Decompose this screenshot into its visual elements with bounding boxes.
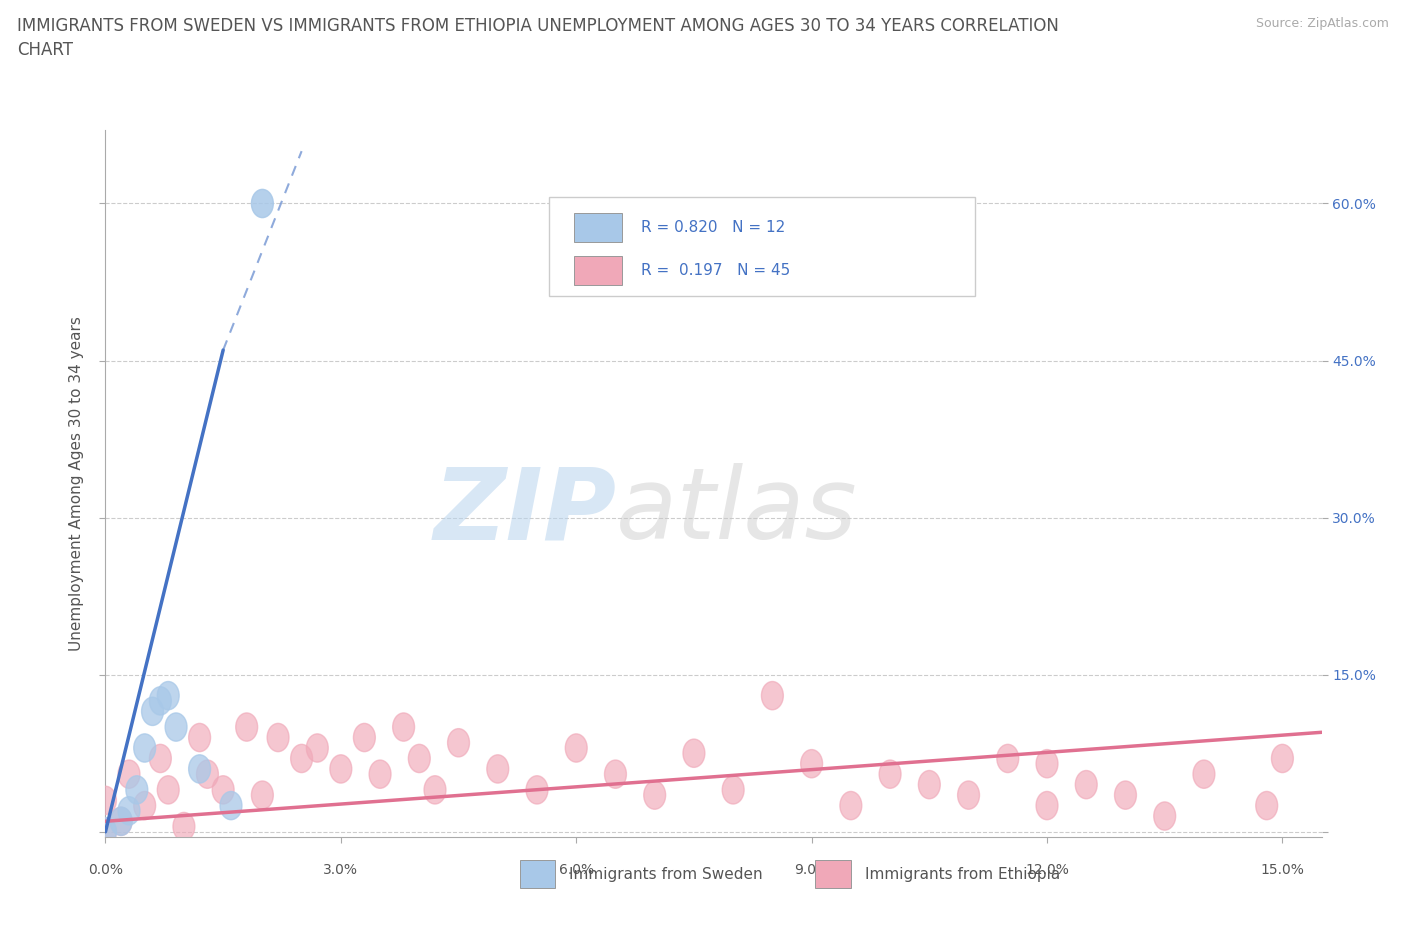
Ellipse shape: [330, 755, 352, 783]
Ellipse shape: [565, 734, 588, 762]
Text: 9.0%: 9.0%: [794, 863, 830, 877]
Text: R = 0.820   N = 12: R = 0.820 N = 12: [641, 219, 785, 235]
Text: Immigrants from Sweden: Immigrants from Sweden: [569, 867, 763, 882]
Ellipse shape: [879, 760, 901, 789]
FancyBboxPatch shape: [574, 256, 623, 286]
Ellipse shape: [526, 776, 548, 804]
Text: 3.0%: 3.0%: [323, 863, 359, 877]
Ellipse shape: [236, 713, 257, 741]
Text: 12.0%: 12.0%: [1025, 863, 1069, 877]
Ellipse shape: [1036, 791, 1057, 819]
Text: R =  0.197   N = 45: R = 0.197 N = 45: [641, 263, 790, 278]
Ellipse shape: [94, 817, 117, 846]
Text: CHART: CHART: [17, 41, 73, 59]
Ellipse shape: [267, 724, 290, 751]
Ellipse shape: [605, 760, 627, 789]
Ellipse shape: [1076, 771, 1097, 799]
Ellipse shape: [134, 734, 156, 762]
Text: atlas: atlas: [616, 463, 858, 561]
Ellipse shape: [165, 713, 187, 741]
Ellipse shape: [134, 791, 156, 819]
FancyBboxPatch shape: [574, 213, 623, 242]
Ellipse shape: [1194, 760, 1215, 789]
Ellipse shape: [918, 771, 941, 799]
Y-axis label: Unemployment Among Ages 30 to 34 years: Unemployment Among Ages 30 to 34 years: [69, 316, 84, 651]
Ellipse shape: [392, 713, 415, 741]
Ellipse shape: [683, 739, 704, 767]
Text: 6.0%: 6.0%: [558, 863, 593, 877]
Ellipse shape: [157, 682, 179, 710]
Ellipse shape: [157, 776, 179, 804]
Ellipse shape: [252, 190, 273, 218]
Ellipse shape: [957, 781, 980, 809]
Ellipse shape: [1036, 750, 1057, 777]
Ellipse shape: [1256, 791, 1278, 819]
Ellipse shape: [118, 760, 141, 789]
Ellipse shape: [1271, 744, 1294, 773]
Ellipse shape: [762, 682, 783, 710]
Ellipse shape: [173, 813, 195, 841]
Text: Source: ZipAtlas.com: Source: ZipAtlas.com: [1256, 17, 1389, 30]
Ellipse shape: [142, 698, 163, 725]
Ellipse shape: [118, 797, 141, 825]
Ellipse shape: [212, 776, 233, 804]
Ellipse shape: [447, 728, 470, 757]
Ellipse shape: [644, 781, 665, 809]
Ellipse shape: [188, 755, 211, 783]
Text: ZIP: ZIP: [433, 463, 616, 561]
Ellipse shape: [291, 744, 312, 773]
Ellipse shape: [1115, 781, 1136, 809]
Text: 0.0%: 0.0%: [89, 863, 122, 877]
Ellipse shape: [149, 744, 172, 773]
Ellipse shape: [839, 791, 862, 819]
Ellipse shape: [486, 755, 509, 783]
Ellipse shape: [110, 807, 132, 835]
Ellipse shape: [1154, 802, 1175, 830]
Ellipse shape: [188, 724, 211, 751]
Ellipse shape: [127, 776, 148, 804]
Ellipse shape: [997, 744, 1019, 773]
Ellipse shape: [252, 781, 273, 809]
Text: Immigrants from Ethiopia: Immigrants from Ethiopia: [865, 867, 1060, 882]
Ellipse shape: [94, 786, 117, 815]
Ellipse shape: [408, 744, 430, 773]
Ellipse shape: [307, 734, 328, 762]
Ellipse shape: [110, 807, 132, 835]
Ellipse shape: [800, 750, 823, 777]
Ellipse shape: [94, 817, 117, 846]
Ellipse shape: [723, 776, 744, 804]
FancyBboxPatch shape: [550, 197, 974, 297]
Ellipse shape: [425, 776, 446, 804]
Ellipse shape: [149, 686, 172, 715]
Ellipse shape: [197, 760, 218, 789]
Ellipse shape: [370, 760, 391, 789]
Ellipse shape: [353, 724, 375, 751]
Text: 15.0%: 15.0%: [1260, 863, 1305, 877]
Ellipse shape: [221, 791, 242, 819]
Text: IMMIGRANTS FROM SWEDEN VS IMMIGRANTS FROM ETHIOPIA UNEMPLOYMENT AMONG AGES 30 TO: IMMIGRANTS FROM SWEDEN VS IMMIGRANTS FRO…: [17, 17, 1059, 34]
